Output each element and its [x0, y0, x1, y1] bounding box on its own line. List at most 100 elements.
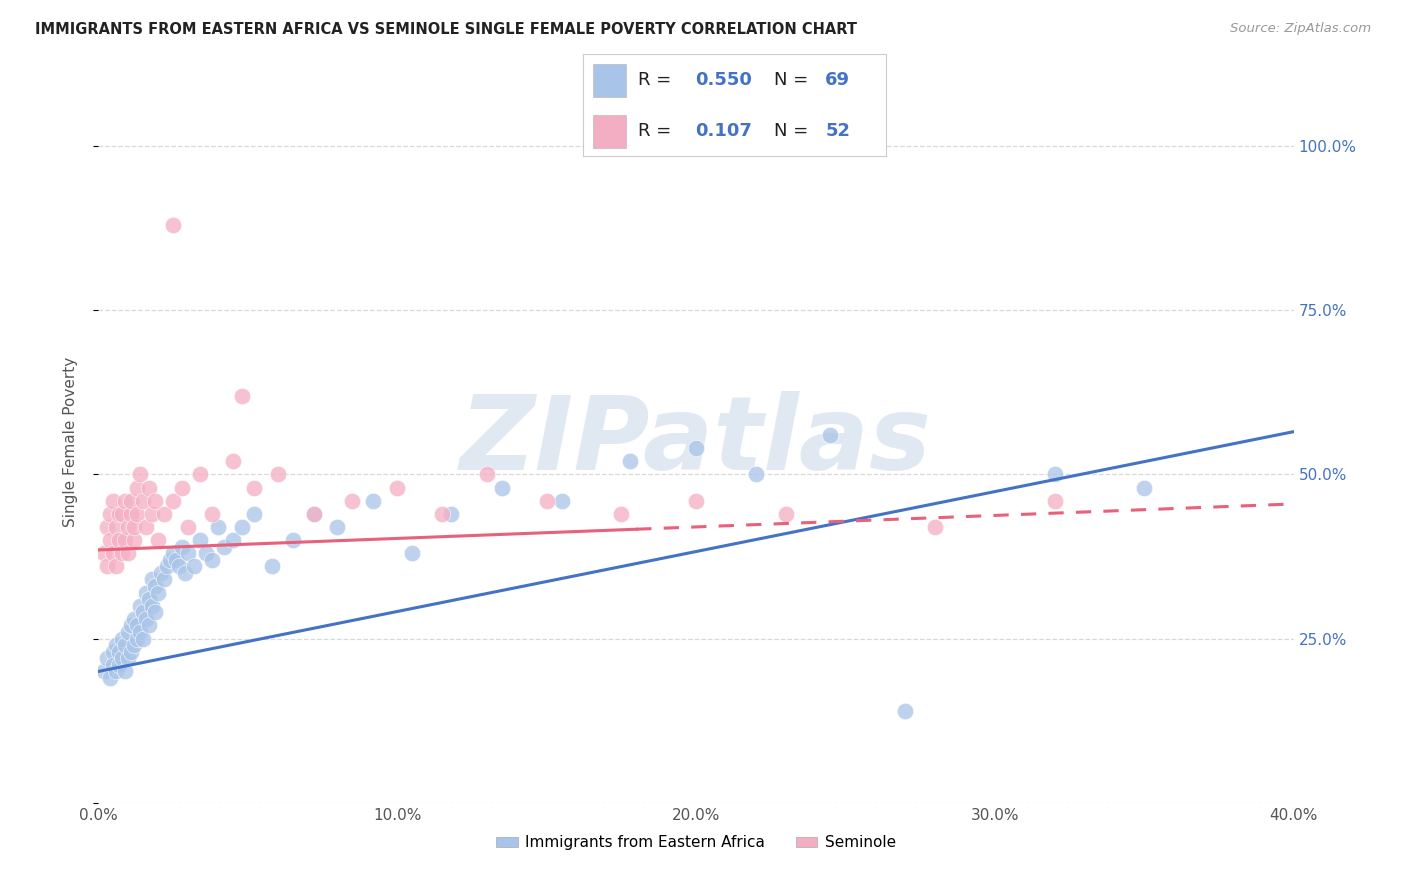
Point: [222, 533, 245, 547]
Point: [165, 553, 187, 567]
Point: [132, 605, 155, 619]
Point: [188, 533, 211, 547]
Point: [114, 638, 136, 652]
Point: [105, 638, 128, 652]
Point: [172, 540, 194, 554]
Point: [363, 493, 385, 508]
Point: [98, 533, 122, 547]
Point: [440, 507, 463, 521]
Point: [172, 481, 194, 495]
Point: [132, 632, 155, 646]
Point: [177, 520, 200, 534]
Point: [820, 428, 842, 442]
Point: [183, 559, 205, 574]
Text: ZIPatlas: ZIPatlas: [460, 391, 932, 492]
Point: [159, 553, 181, 567]
Point: [195, 546, 218, 560]
Point: [162, 493, 184, 508]
Point: [685, 441, 707, 455]
Point: [1043, 493, 1066, 508]
Point: [153, 573, 176, 587]
Point: [117, 520, 139, 534]
Text: N =: N =: [773, 71, 814, 89]
Point: [117, 651, 139, 665]
Point: [105, 520, 128, 534]
Point: [93, 665, 115, 679]
Point: [207, 520, 229, 534]
Point: [924, 520, 946, 534]
Point: [96, 520, 118, 534]
Point: [114, 665, 136, 679]
Point: [127, 507, 149, 521]
Point: [894, 704, 917, 718]
Text: 0.550: 0.550: [696, 71, 752, 89]
Point: [120, 618, 142, 632]
Point: [129, 467, 152, 482]
Point: [162, 546, 184, 560]
Point: [141, 507, 163, 521]
Point: [1133, 481, 1156, 495]
Point: [111, 651, 134, 665]
Point: [302, 507, 325, 521]
Point: [127, 481, 149, 495]
Point: [430, 507, 453, 521]
Text: IMMIGRANTS FROM EASTERN AFRICA VS SEMINOLE SINGLE FEMALE POVERTY CORRELATION CHA: IMMIGRANTS FROM EASTERN AFRICA VS SEMINO…: [35, 22, 858, 37]
Text: 69: 69: [825, 71, 851, 89]
Point: [222, 454, 245, 468]
Point: [148, 585, 170, 599]
Point: [124, 612, 146, 626]
Point: [124, 520, 146, 534]
Point: [550, 493, 572, 508]
Point: [120, 507, 142, 521]
Text: R =: R =: [638, 122, 683, 140]
Point: [120, 493, 142, 508]
Point: [212, 540, 235, 554]
Point: [108, 645, 131, 659]
Point: [326, 520, 349, 534]
Point: [120, 645, 142, 659]
Point: [775, 507, 797, 521]
Point: [138, 618, 160, 632]
Point: [127, 618, 149, 632]
Point: [98, 507, 122, 521]
Point: [243, 507, 266, 521]
Point: [138, 481, 160, 495]
Point: [143, 579, 166, 593]
Point: [103, 493, 125, 508]
Point: [260, 559, 283, 574]
Point: [124, 533, 146, 547]
Point: [267, 467, 290, 482]
Y-axis label: Single Female Poverty: Single Female Poverty: [63, 357, 77, 526]
Point: [135, 520, 157, 534]
Legend: Immigrants from Eastern Africa, Seminole: Immigrants from Eastern Africa, Seminole: [491, 830, 901, 856]
Point: [111, 507, 134, 521]
Point: [138, 592, 160, 607]
Text: R =: R =: [638, 71, 676, 89]
Point: [162, 218, 184, 232]
Text: Source: ZipAtlas.com: Source: ZipAtlas.com: [1230, 22, 1371, 36]
Point: [243, 481, 266, 495]
Point: [1043, 467, 1066, 482]
Point: [141, 573, 163, 587]
Point: [117, 625, 139, 640]
Point: [114, 493, 136, 508]
Point: [188, 467, 211, 482]
Point: [536, 493, 558, 508]
Bar: [592, 115, 626, 148]
Point: [153, 507, 176, 521]
Point: [143, 493, 166, 508]
Text: 52: 52: [825, 122, 851, 140]
Point: [132, 493, 155, 508]
Point: [385, 481, 409, 495]
Point: [475, 467, 498, 482]
Point: [103, 657, 125, 672]
Point: [108, 657, 131, 672]
Point: [177, 546, 200, 560]
Point: [111, 632, 134, 646]
Bar: [592, 64, 626, 96]
Point: [108, 533, 131, 547]
Point: [231, 520, 253, 534]
Point: [141, 599, 163, 613]
Point: [129, 625, 152, 640]
Point: [745, 467, 768, 482]
